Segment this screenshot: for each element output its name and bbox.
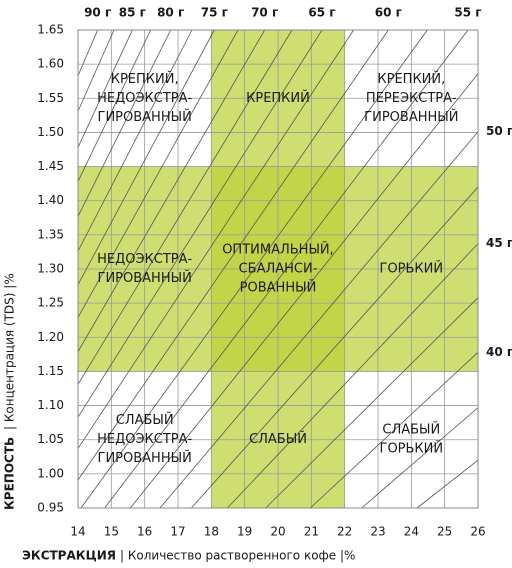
y-tick-label: 1.05 <box>37 432 64 446</box>
region-label: НЕДОЭКСТРА- <box>97 252 192 267</box>
ratio-label: 85 г <box>119 6 146 20</box>
y-axis-subtitle: | Концентрация (TDS) |% <box>3 273 17 430</box>
region-label: ГИРОВАННЫЙ <box>364 109 458 125</box>
y-tick-label: 1.35 <box>37 227 64 241</box>
plot-frame <box>77 29 479 509</box>
ratio-line <box>77 29 389 481</box>
ratio-label: 55 г <box>454 6 481 20</box>
y-tick-label: 0.95 <box>37 501 64 515</box>
region-label: СЛАБЫЙ <box>116 412 174 428</box>
y-tick-label: 1.65 <box>37 23 64 37</box>
region-label: НЕДОЭКСТРА- <box>97 91 192 106</box>
x-tick-label: 15 <box>104 525 119 539</box>
ratio-line <box>77 29 152 182</box>
x-tick-label: 26 <box>470 525 485 539</box>
ratio-label: 70 г <box>251 6 278 20</box>
y-tick-label: 1.15 <box>37 364 64 378</box>
ratio-label: 75 г <box>201 6 228 20</box>
region-label: ПЕРЕЭКСТРА- <box>366 91 457 106</box>
ratio-label: 45 г <box>486 236 512 250</box>
ratio-line <box>77 29 193 252</box>
ratio-label: 40 г <box>486 345 512 359</box>
x-tick-label: 17 <box>170 525 185 539</box>
region-label: ГОРЬКИЙ <box>380 261 444 277</box>
ratio-line <box>191 186 479 509</box>
ratio-line <box>77 29 215 285</box>
ratio-label: 60 г <box>375 6 402 20</box>
y-tick-label: 1.45 <box>37 159 64 173</box>
ratio-line <box>416 459 479 509</box>
region-label: НЕДОЭКСТРА- <box>97 432 192 447</box>
x-axis-subtitle: | Количество растворенного кофе |% <box>120 549 355 563</box>
region-label: ОПТИМАЛЬНЫЙ, <box>222 242 334 258</box>
ratio-line <box>361 407 479 509</box>
region-label: СЛАБЫЙ <box>249 431 307 447</box>
ratio-line <box>130 73 479 509</box>
y-tick-label: 1.00 <box>37 466 64 480</box>
region-label: ГИРОВАННЫЙ <box>98 270 192 286</box>
ratio-label: 65 г <box>308 6 335 20</box>
y-tick-label: 1.25 <box>37 296 64 310</box>
x-tick-label: 18 <box>204 525 219 539</box>
ratio-line <box>77 29 239 318</box>
x-tick-label: 24 <box>404 525 419 539</box>
region-label: СЛАБЫЙ <box>382 422 440 438</box>
x-tick-label: 14 <box>70 525 85 539</box>
ratio-line <box>77 29 355 449</box>
ratio-line <box>77 29 99 76</box>
region-label: РОВАННЫЙ <box>240 280 317 296</box>
x-tick-label: 20 <box>270 525 285 539</box>
x-tick-label: 25 <box>437 525 452 539</box>
y-tick-label: 1.10 <box>37 398 64 412</box>
ratio-line <box>77 29 133 148</box>
ratio-line <box>77 29 115 112</box>
ratio-line <box>77 29 266 352</box>
ratio-line <box>265 297 479 509</box>
x-tick-label: 21 <box>304 525 319 539</box>
ratio-line <box>159 131 479 509</box>
x-axis-title: ЭКСТРАКЦИЯ <box>22 549 116 563</box>
y-tick-label: 1.55 <box>37 91 64 105</box>
region-label: КРЕПКИЙ <box>246 90 310 106</box>
ratio-line <box>104 29 469 509</box>
x-tick-label: 16 <box>137 525 152 539</box>
y-tick-label: 1.40 <box>37 193 64 207</box>
ratio-line <box>77 29 172 217</box>
region-label: КРЕПКИЙ, <box>377 71 445 87</box>
ratio-label: 80 г <box>157 6 184 20</box>
ratio-line <box>80 29 428 509</box>
ratio-label: 90 г <box>84 6 111 20</box>
y-tick-label: 1.30 <box>37 262 64 276</box>
y-tick-label: 1.60 <box>37 57 64 71</box>
ratio-line <box>310 352 479 509</box>
ratio-line <box>77 29 323 418</box>
y-tick-label: 1.50 <box>37 125 64 139</box>
region-label: КРЕПКИЙ, <box>111 71 179 87</box>
region-label: СБАЛАНСИ- <box>239 262 318 277</box>
region-label: ГИРОВАННЫЙ <box>98 450 192 466</box>
ratio-line <box>227 243 479 509</box>
x-tick-label: 22 <box>337 525 352 539</box>
y-tick-label: 1.20 <box>37 330 64 344</box>
x-tick-label: 19 <box>237 525 252 539</box>
ratio-label: 50 г <box>486 124 512 138</box>
region-label: ГОРЬКИЙ <box>380 441 444 457</box>
region-label: ГИРОВАННЫЙ <box>98 109 192 125</box>
x-tick-label: 23 <box>370 525 385 539</box>
y-axis-title: КРЕПОСТЬ <box>3 437 17 510</box>
ratio-line <box>77 29 293 385</box>
